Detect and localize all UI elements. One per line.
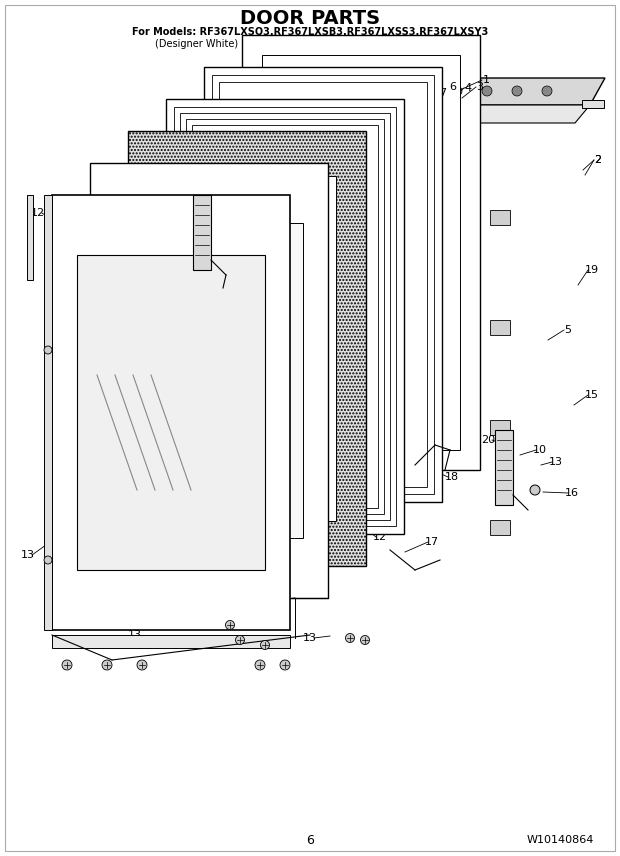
Text: 6: 6: [422, 95, 428, 105]
Text: eReplacementParts.com: eReplacementParts.com: [234, 443, 386, 456]
Circle shape: [137, 660, 147, 670]
Text: 13: 13: [21, 550, 35, 560]
Polygon shape: [27, 195, 33, 280]
Polygon shape: [148, 176, 336, 521]
Text: 16: 16: [565, 488, 579, 498]
Polygon shape: [90, 163, 328, 598]
Polygon shape: [204, 67, 442, 502]
Text: 11: 11: [57, 230, 71, 240]
Circle shape: [530, 485, 540, 495]
Circle shape: [362, 86, 372, 96]
Polygon shape: [262, 55, 460, 450]
Text: 13: 13: [188, 640, 202, 650]
Polygon shape: [490, 420, 510, 435]
Text: DOOR PARTS: DOOR PARTS: [240, 9, 380, 27]
Text: 2: 2: [595, 155, 601, 165]
Text: 17: 17: [425, 537, 439, 547]
Text: 4: 4: [464, 83, 472, 93]
Circle shape: [345, 633, 355, 643]
Circle shape: [44, 556, 52, 564]
Polygon shape: [77, 255, 265, 570]
Polygon shape: [325, 105, 590, 123]
Text: 5: 5: [564, 325, 572, 335]
Text: 13: 13: [303, 633, 317, 643]
Polygon shape: [490, 320, 510, 335]
Text: 6: 6: [450, 82, 456, 92]
Circle shape: [260, 640, 270, 650]
Circle shape: [512, 86, 522, 96]
Circle shape: [482, 86, 492, 96]
Polygon shape: [340, 78, 605, 105]
Polygon shape: [115, 223, 303, 538]
Text: 18: 18: [445, 472, 459, 482]
Text: 1: 1: [482, 75, 490, 85]
Circle shape: [255, 660, 265, 670]
Polygon shape: [582, 100, 604, 108]
Text: 7: 7: [440, 88, 446, 98]
Text: (Black): (Black): [273, 39, 307, 49]
Text: 9: 9: [379, 121, 386, 131]
Text: 8: 8: [402, 107, 410, 117]
Text: 10: 10: [533, 445, 547, 455]
Circle shape: [62, 660, 72, 670]
Circle shape: [422, 86, 432, 96]
Polygon shape: [44, 195, 52, 630]
Text: 2: 2: [595, 155, 601, 165]
Circle shape: [280, 660, 290, 670]
Polygon shape: [495, 430, 513, 505]
Text: W10140864: W10140864: [526, 835, 594, 845]
Polygon shape: [166, 99, 404, 534]
Polygon shape: [128, 131, 366, 566]
Circle shape: [542, 86, 552, 96]
Text: 3: 3: [477, 82, 484, 92]
Circle shape: [452, 86, 462, 96]
Text: 6: 6: [306, 834, 314, 847]
Text: (Designer White): (Designer White): [156, 39, 239, 49]
Text: 13: 13: [128, 630, 142, 640]
Circle shape: [102, 660, 112, 670]
Text: 20: 20: [481, 435, 495, 445]
Text: 15: 15: [585, 390, 599, 400]
Polygon shape: [490, 520, 510, 535]
Polygon shape: [242, 35, 480, 470]
Polygon shape: [168, 211, 316, 486]
Text: 10: 10: [149, 185, 163, 195]
Text: 12: 12: [373, 532, 387, 542]
Circle shape: [44, 346, 52, 354]
Text: 13: 13: [549, 457, 563, 467]
Text: 12: 12: [31, 208, 45, 218]
Polygon shape: [52, 635, 290, 648]
Circle shape: [360, 635, 370, 645]
Polygon shape: [193, 195, 211, 270]
Circle shape: [226, 621, 234, 629]
Text: 14: 14: [65, 565, 79, 575]
Text: 19: 19: [585, 265, 599, 275]
Circle shape: [392, 86, 402, 96]
Polygon shape: [490, 210, 510, 225]
Polygon shape: [52, 195, 290, 630]
Circle shape: [236, 635, 244, 645]
Text: For Models: RF367LXSQ3,RF367LXSB3,RF367LXSS3,RF367LXSY3: For Models: RF367LXSQ3,RF367LXSB3,RF367L…: [132, 27, 488, 37]
Text: (S.Steel)(Universal Silver): (S.Steel)(Universal Silver): [316, 39, 441, 49]
